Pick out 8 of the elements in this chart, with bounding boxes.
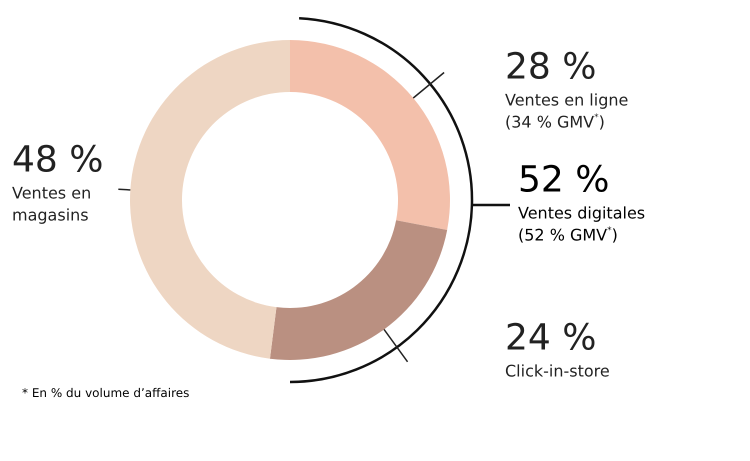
text: * En % du volume d’affaires xyxy=(22,386,190,400)
slice-label: Ventes en ligne (34 % GMV*) xyxy=(505,90,628,132)
slice-label: Ventes en magasins xyxy=(12,184,92,225)
text: 52 % Ventes digitales (52 % GMV*) xyxy=(518,160,646,244)
slice-label: Click-in-store xyxy=(505,362,610,381)
data-label: 28 % xyxy=(505,46,596,88)
data-label: 48 % xyxy=(12,140,104,181)
data-label: 24 % xyxy=(505,318,596,359)
